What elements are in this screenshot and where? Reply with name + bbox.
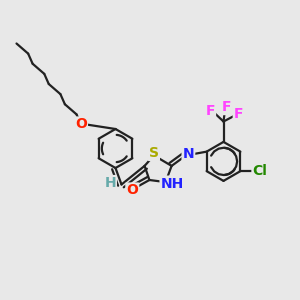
Text: F: F	[222, 100, 231, 114]
Text: N: N	[183, 147, 194, 161]
Text: F: F	[206, 104, 215, 118]
Text: F: F	[234, 107, 243, 121]
Text: NH: NH	[160, 177, 184, 190]
Text: O: O	[126, 184, 138, 197]
Text: H: H	[104, 176, 116, 190]
Text: O: O	[75, 118, 87, 131]
Text: S: S	[149, 146, 159, 160]
Text: Cl: Cl	[252, 164, 267, 178]
